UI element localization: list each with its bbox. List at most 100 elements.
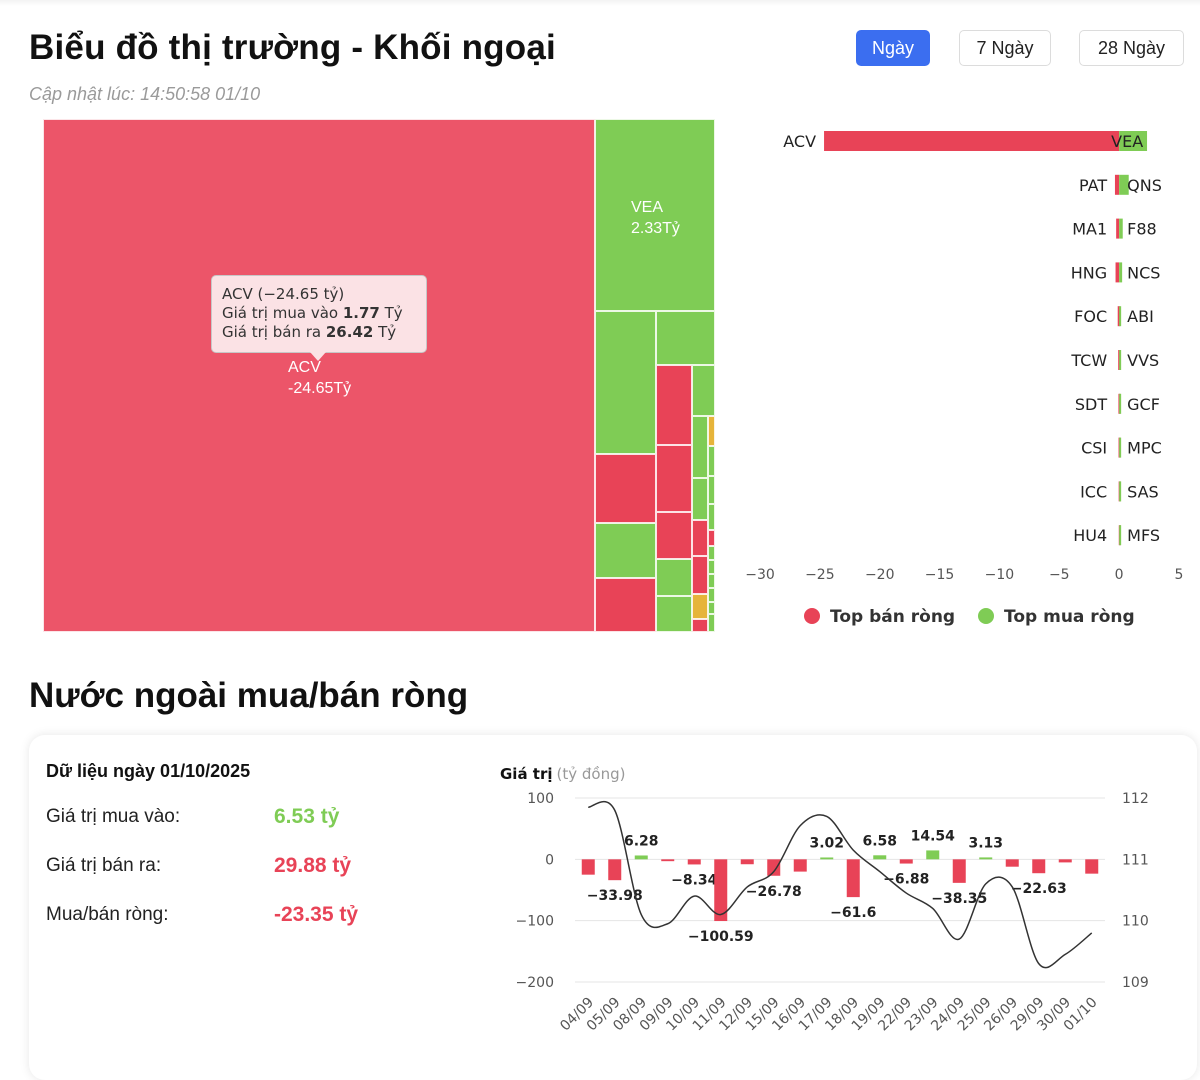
buy-ticker-label: VVS — [1127, 351, 1159, 370]
legend-buy-dot — [978, 608, 994, 624]
buy-ticker-label: NCS — [1127, 263, 1160, 282]
tooltip-buy-row: Giá trị mua vào 1.77 Tỷ — [222, 304, 403, 322]
treemap-cell[interactable] — [595, 578, 656, 632]
treemap-cell-label: VEA — [631, 199, 664, 216]
chart-title: Giá trị (tỷ đồng) — [500, 765, 625, 783]
buy-bar — [1119, 437, 1122, 458]
net-section-title: Nước ngoài mua/bán ròng — [29, 676, 469, 715]
sell-ticker-label: CSI — [1081, 439, 1107, 458]
x-tick-label: −5 — [1049, 567, 1070, 583]
buy-bar — [1119, 306, 1122, 327]
net-bar — [1032, 859, 1046, 874]
buy-ticker-label: SAS — [1127, 482, 1159, 501]
bar-value-label: −22.63 — [1011, 881, 1067, 897]
tab-28-days[interactable]: 28 Ngày — [1079, 30, 1184, 66]
tab-7-days[interactable]: 7 Ngày — [959, 30, 1051, 66]
treemap-cell[interactable] — [656, 596, 692, 632]
bar-value-label: 14.54 — [911, 828, 956, 844]
sell-ticker-label: SDT — [1075, 395, 1107, 414]
treemap-cell[interactable] — [595, 523, 656, 578]
index-line — [588, 800, 1093, 969]
treemap-cell-acv[interactable]: ACV -24.65Tỷ — [43, 119, 595, 632]
sell-ticker-label: HU4 — [1073, 526, 1107, 545]
net-bar — [581, 859, 595, 875]
net-flow-chart: Giá trị (tỷ đồng) 100 0 −100 −200 112 111 110 109… — [500, 765, 1149, 1034]
buy-bar — [1119, 262, 1123, 283]
buy-ticker-label: QNS — [1127, 176, 1162, 195]
treemap-cell[interactable] — [708, 530, 715, 546]
treemap-cell[interactable] — [708, 446, 715, 476]
treemap-cell[interactable] — [595, 454, 656, 523]
bar-value-label: −26.78 — [746, 884, 802, 900]
buy-value-label: Giá trị mua vào: — [46, 806, 181, 827]
buy-ticker-label: MPC — [1127, 439, 1162, 458]
y-tick-label: 0 — [545, 852, 554, 868]
treemap-cell[interactable] — [656, 559, 692, 596]
bar-value-label: −33.98 — [587, 888, 643, 904]
sell-bar — [824, 131, 1120, 151]
top-divider — [0, 0, 1200, 6]
treemap-cell[interactable] — [692, 365, 715, 416]
treemap-cell[interactable] — [656, 365, 692, 445]
treemap-tooltip: ACV (−24.65 tỷ) Giá trị mua vào 1.77 Tỷ … — [211, 275, 427, 361]
treemap-cell[interactable] — [692, 594, 708, 619]
tooltip-sell-row: Giá trị bán ra 26.42 Tỷ — [222, 323, 397, 341]
net-bar — [740, 859, 754, 865]
treemap-cell[interactable] — [656, 311, 715, 365]
sell-ticker-label: HNG — [1071, 263, 1107, 282]
treemap-cell[interactable] — [708, 602, 715, 614]
treemap-cell[interactable] — [708, 546, 715, 560]
treemap-cell[interactable] — [708, 574, 715, 588]
sell-bar — [1115, 262, 1120, 283]
treemap-cell[interactable] — [708, 614, 715, 632]
treemap-cell[interactable] — [708, 476, 715, 504]
treemap-cell[interactable] — [692, 556, 708, 594]
treemap-cell[interactable] — [692, 478, 708, 520]
sell-bar — [1114, 174, 1120, 195]
buy-bar — [1119, 393, 1122, 414]
sell-ticker-label: FOC — [1074, 307, 1107, 326]
treemap-cell[interactable] — [708, 504, 715, 530]
treemap-cell-label: ACV — [288, 359, 321, 376]
treemap-cell-value: -24.65Tỷ — [288, 380, 352, 397]
buy-ticker-label: ABI — [1127, 307, 1154, 326]
y-tick-label: −200 — [516, 975, 554, 991]
treemap-cell[interactable] — [692, 619, 708, 632]
treemap-cell[interactable] — [656, 512, 692, 559]
bar-value-label: −100.59 — [688, 929, 754, 945]
net-bar — [979, 857, 993, 860]
buy-ticker-label: F88 — [1127, 220, 1157, 239]
bar-value-label: 6.28 — [624, 833, 659, 849]
sell-value: 29.88 tỷ — [274, 854, 352, 877]
y2-tick-label: 111 — [1122, 852, 1149, 868]
net-bar — [767, 859, 781, 876]
bar-value-label: 3.13 — [968, 835, 1003, 851]
bar-value-label: −8.34 — [671, 872, 718, 888]
net-bar — [634, 855, 648, 860]
treemap-cell[interactable] — [708, 588, 715, 602]
sell-ticker-label: ICC — [1080, 482, 1107, 501]
sell-ticker-label: PAT — [1079, 176, 1107, 195]
legend-buy-label: Top mua ròng — [1004, 607, 1135, 627]
treemap-cell[interactable] — [595, 311, 656, 454]
x-tick-label: −20 — [865, 567, 895, 583]
treemap-cell-value: 2.33Tỷ — [631, 220, 680, 237]
tooltip-arrow — [310, 352, 326, 361]
treemap-cell-vea[interactable]: VEA 2.33Tỷ — [595, 119, 715, 311]
y2-tick-label: 112 — [1122, 791, 1149, 807]
net-bar — [820, 857, 834, 860]
sell-value-label: Giá trị bán ra: — [46, 855, 162, 876]
net-bar — [952, 859, 966, 883]
treemap-cell[interactable] — [692, 520, 708, 556]
x-tick-label: −15 — [925, 567, 955, 583]
x-tick-label: 0 — [1115, 567, 1124, 583]
treemap-cell[interactable] — [708, 416, 715, 446]
buy-ticker-label: VEA — [1111, 132, 1143, 151]
treemap-cell[interactable] — [656, 445, 692, 512]
net-bar — [899, 859, 913, 864]
treemap-cell[interactable] — [692, 416, 708, 478]
treemap-cell[interactable] — [708, 560, 715, 574]
updated-timestamp: Cập nhật lúc: 14:50:58 01/10 — [29, 84, 261, 104]
legend-sell-dot — [804, 608, 820, 624]
tab-day[interactable]: Ngày — [856, 30, 930, 66]
